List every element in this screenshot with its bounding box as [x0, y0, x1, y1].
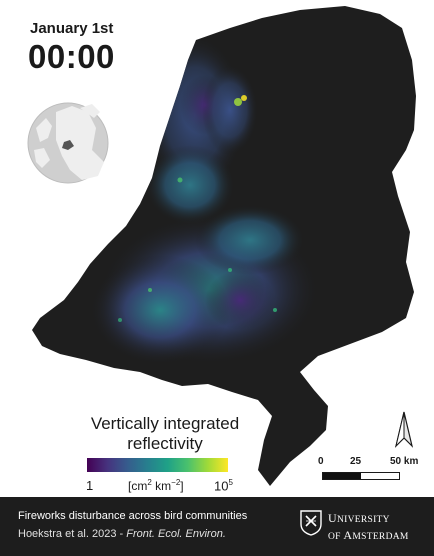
- legend-title: Vertically integrated reflectivity: [70, 414, 260, 454]
- legend-unit-suffix: ]: [180, 479, 184, 493]
- scale-bar-segment: [323, 473, 361, 479]
- scale-bar: [322, 472, 400, 480]
- legend-max-label: 105: [214, 478, 233, 493]
- legend-max-exp: 5: [228, 478, 233, 487]
- map-area: January 1st 00:00 Vertically integrated …: [27, 6, 419, 494]
- university-name: UNIVERSITY OF AMSTERDAM: [328, 511, 409, 545]
- university-name-line-2: OF AMSTERDAM: [328, 528, 409, 545]
- date-label: January 1st: [30, 20, 114, 37]
- legend-unit-mid: km: [151, 479, 172, 493]
- citation-journal: Front. Ecol. Environ.: [126, 528, 226, 540]
- north-arrow-icon: [394, 411, 414, 448]
- uni-rest-1: NIVERSITY: [336, 515, 390, 525]
- footer-citation: Hoekstra et al. 2023 - Front. Ecol. Envi…: [18, 528, 226, 540]
- uni-rest-2: MSTERDAM: [352, 532, 409, 542]
- legend-unit-exp-1: 2: [147, 478, 152, 487]
- inset-globe: [27, 102, 109, 184]
- legend-unit-exp-2: −2: [171, 478, 181, 487]
- time-label: 00:00: [28, 38, 115, 75]
- legend-min-label: 1: [86, 478, 94, 493]
- scale-label-25: 25: [350, 456, 362, 467]
- scale-label-50: 50 km: [390, 456, 419, 467]
- reflectivity-overlay: [90, 35, 320, 365]
- netherlands-map: [27, 6, 416, 486]
- legend-title-line-2: reflectivity: [127, 434, 203, 453]
- legend-unit-prefix: [cm: [128, 479, 148, 493]
- uni-initial-a: A: [343, 528, 353, 542]
- footer-title: Fireworks disturbance across bird commun…: [18, 510, 248, 522]
- legend-title-line-1: Vertically integrated: [90, 414, 240, 433]
- legend-max-base: 10: [214, 478, 229, 494]
- uni-initial-u: U: [328, 511, 337, 525]
- scale-label-0: 0: [318, 456, 324, 467]
- university-shield-icon: [300, 510, 322, 536]
- legend-colorbar: [87, 458, 228, 472]
- legend-unit-label: [cm2 km−2]: [128, 478, 184, 493]
- university-name-line-1: UNIVERSITY: [328, 511, 409, 528]
- uni-of: OF: [328, 532, 344, 542]
- footer: Fireworks disturbance across bird commun…: [0, 497, 434, 556]
- citation-authors: Hoekstra et al. 2023 -: [18, 528, 127, 540]
